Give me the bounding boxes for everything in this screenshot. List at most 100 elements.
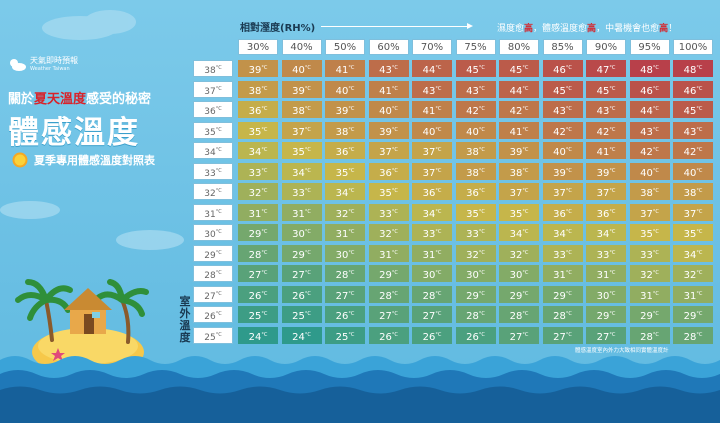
apparent-temperature-cell: 38°C [629,183,670,200]
humidity-header-cell: 60% [368,39,409,55]
apparent-temperature-cell: 38°C [455,142,496,159]
apparent-temperature-cell: 30°C [586,285,626,303]
temperature-row-label: 33°C [193,162,233,180]
apparent-temperature-cell: 43°C [455,80,496,98]
apparent-temperature-cell: 36°C [455,183,496,200]
apparent-temperature-cell: 32°C [455,244,496,262]
apparent-temperature-cell: 47°C [586,60,626,77]
temperature-row-label: 38°C [193,60,233,77]
apparent-temperature-cell: 27°C [586,326,626,344]
apparent-temperature-cell: 34°C [238,142,278,159]
apparent-temperature-cell: 43°C [542,101,583,118]
apparent-temperature-cell: 26°C [368,326,409,344]
axis-note-highlight: 高 [659,24,669,34]
apparent-temperature-cell: 39°C [325,101,365,118]
apparent-temperature-cell: 27°C [238,265,278,282]
temperature-row-label: 27°C [193,285,233,303]
apparent-temperature-cell: 32°C [673,265,713,282]
axis-note-highlight: 高 [524,24,534,34]
apparent-temperature-cell: 29°C [542,285,583,303]
apparent-temperature-cell: 26°C [238,285,278,303]
outdoor-temperature-label: 室外溫度 [179,295,191,344]
apparent-temperature-cell: 36°C [325,142,365,159]
apparent-temperature-cell: 46°C [629,80,670,98]
apparent-temperature-cell: 35°C [281,142,322,159]
apparent-temperature-cell: 31°C [673,285,713,303]
page-title: 體感溫度 [8,115,140,151]
headline-prefix: 關於 [8,92,35,107]
apparent-temperature-cell: 25°C [238,306,278,323]
apparent-temperature-cell: 35°C [673,224,713,241]
humidity-header-cell: 100% [673,39,713,55]
apparent-temperature-cell: 29°C [629,306,670,323]
apparent-temperature-cell: 40°C [281,60,322,77]
apparent-temperature-cell: 45°C [673,101,713,118]
apparent-temperature-cell: 28°C [542,306,583,323]
apparent-temperature-cell: 33°C [238,162,278,180]
axis-note-highlight: 高 [587,24,597,34]
humidity-header-cell: 70% [412,39,452,55]
apparent-temperature-cell: 43°C [368,60,409,77]
headline-suffix: 感受的秘密 [86,92,152,107]
temperature-row-label: 29°C [193,244,233,262]
apparent-temperature-cell: 37°C [499,183,539,200]
apparent-temperature-cell: 31°C [412,244,452,262]
sun-icon [12,152,28,168]
apparent-temperature-cell: 28°C [368,285,409,303]
apparent-temperature-cell: 29°C [368,265,409,282]
temperature-row-label: 31°C [193,203,233,221]
apparent-temperature-cell: 40°C [412,121,452,139]
apparent-temperature-cell: 41°C [499,121,539,139]
apparent-temperature-cell: 39°C [281,80,322,98]
apparent-temperature-cell: 34°C [673,244,713,262]
apparent-temperature-cell: 31°C [238,203,278,221]
apparent-temperature-cell: 32°C [629,265,670,282]
apparent-temperature-cell: 40°C [368,101,409,118]
apparent-temperature-cell: 29°C [673,306,713,323]
apparent-temperature-cell: 36°C [368,162,409,180]
apparent-temperature-cell: 31°C [325,224,365,241]
apparent-temperature-cell: 33°C [412,224,452,241]
apparent-temperature-cell: 48°C [673,60,713,77]
apparent-temperature-cell: 30°C [412,265,452,282]
apparent-temperature-cell: 43°C [629,121,670,139]
apparent-temperature-cell: 42°C [542,121,583,139]
temperature-row-label: 35°C [193,121,233,139]
apparent-temperature-cell: 38°C [238,80,278,98]
apparent-temperature-cell: 37°C [368,142,409,159]
arrow-right-icon [321,23,474,29]
footnote: 體感溫度室內外力大致相同實體溫度計 [575,348,669,354]
hut-icon [64,288,112,334]
temperature-row-label: 34°C [193,142,233,159]
apparent-temperature-cell: 34°C [499,224,539,241]
apparent-temperature-cell: 25°C [281,306,322,323]
apparent-temperature-cell: 37°C [673,203,713,221]
temperature-row-label: 37°C [193,80,233,98]
apparent-temperature-cell: 27°C [368,306,409,323]
apparent-temperature-cell: 40°C [325,80,365,98]
logo-name: 天氣即時預報 [30,56,78,65]
apparent-temperature-cell: 41°C [412,101,452,118]
apparent-temperature-cell: 33°C [586,244,626,262]
temperature-row-label: 25°C [193,326,233,344]
logo-subtitle: Weather Taiwan [30,66,70,72]
temperature-row-label: 26°C [193,306,233,323]
humidity-axis-label: 相對溼度(RH%) [240,23,316,34]
apparent-temperature-cell: 44°C [629,101,670,118]
apparent-temperature-cell: 43°C [673,121,713,139]
apparent-temperature-cell: 43°C [586,101,626,118]
apparent-temperature-cell: 31°C [368,244,409,262]
apparent-temperature-cell: 28°C [455,306,496,323]
apparent-temperature-cell: 30°C [325,244,365,262]
apparent-temperature-cell: 42°C [499,101,539,118]
apparent-temperature-cell: 35°C [499,203,539,221]
apparent-temperature-cell: 27°C [281,265,322,282]
apparent-temperature-cell: 35°C [238,121,278,139]
apparent-temperature-cell: 37°C [542,183,583,200]
apparent-temperature-cell: 34°C [281,162,322,180]
apparent-temperature-cell: 27°C [325,285,365,303]
axis-note-part: ！ [668,24,678,34]
apparent-temperature-cell: 33°C [629,244,670,262]
wave-icon [0,356,720,423]
apparent-temperature-cell: 28°C [673,326,713,344]
